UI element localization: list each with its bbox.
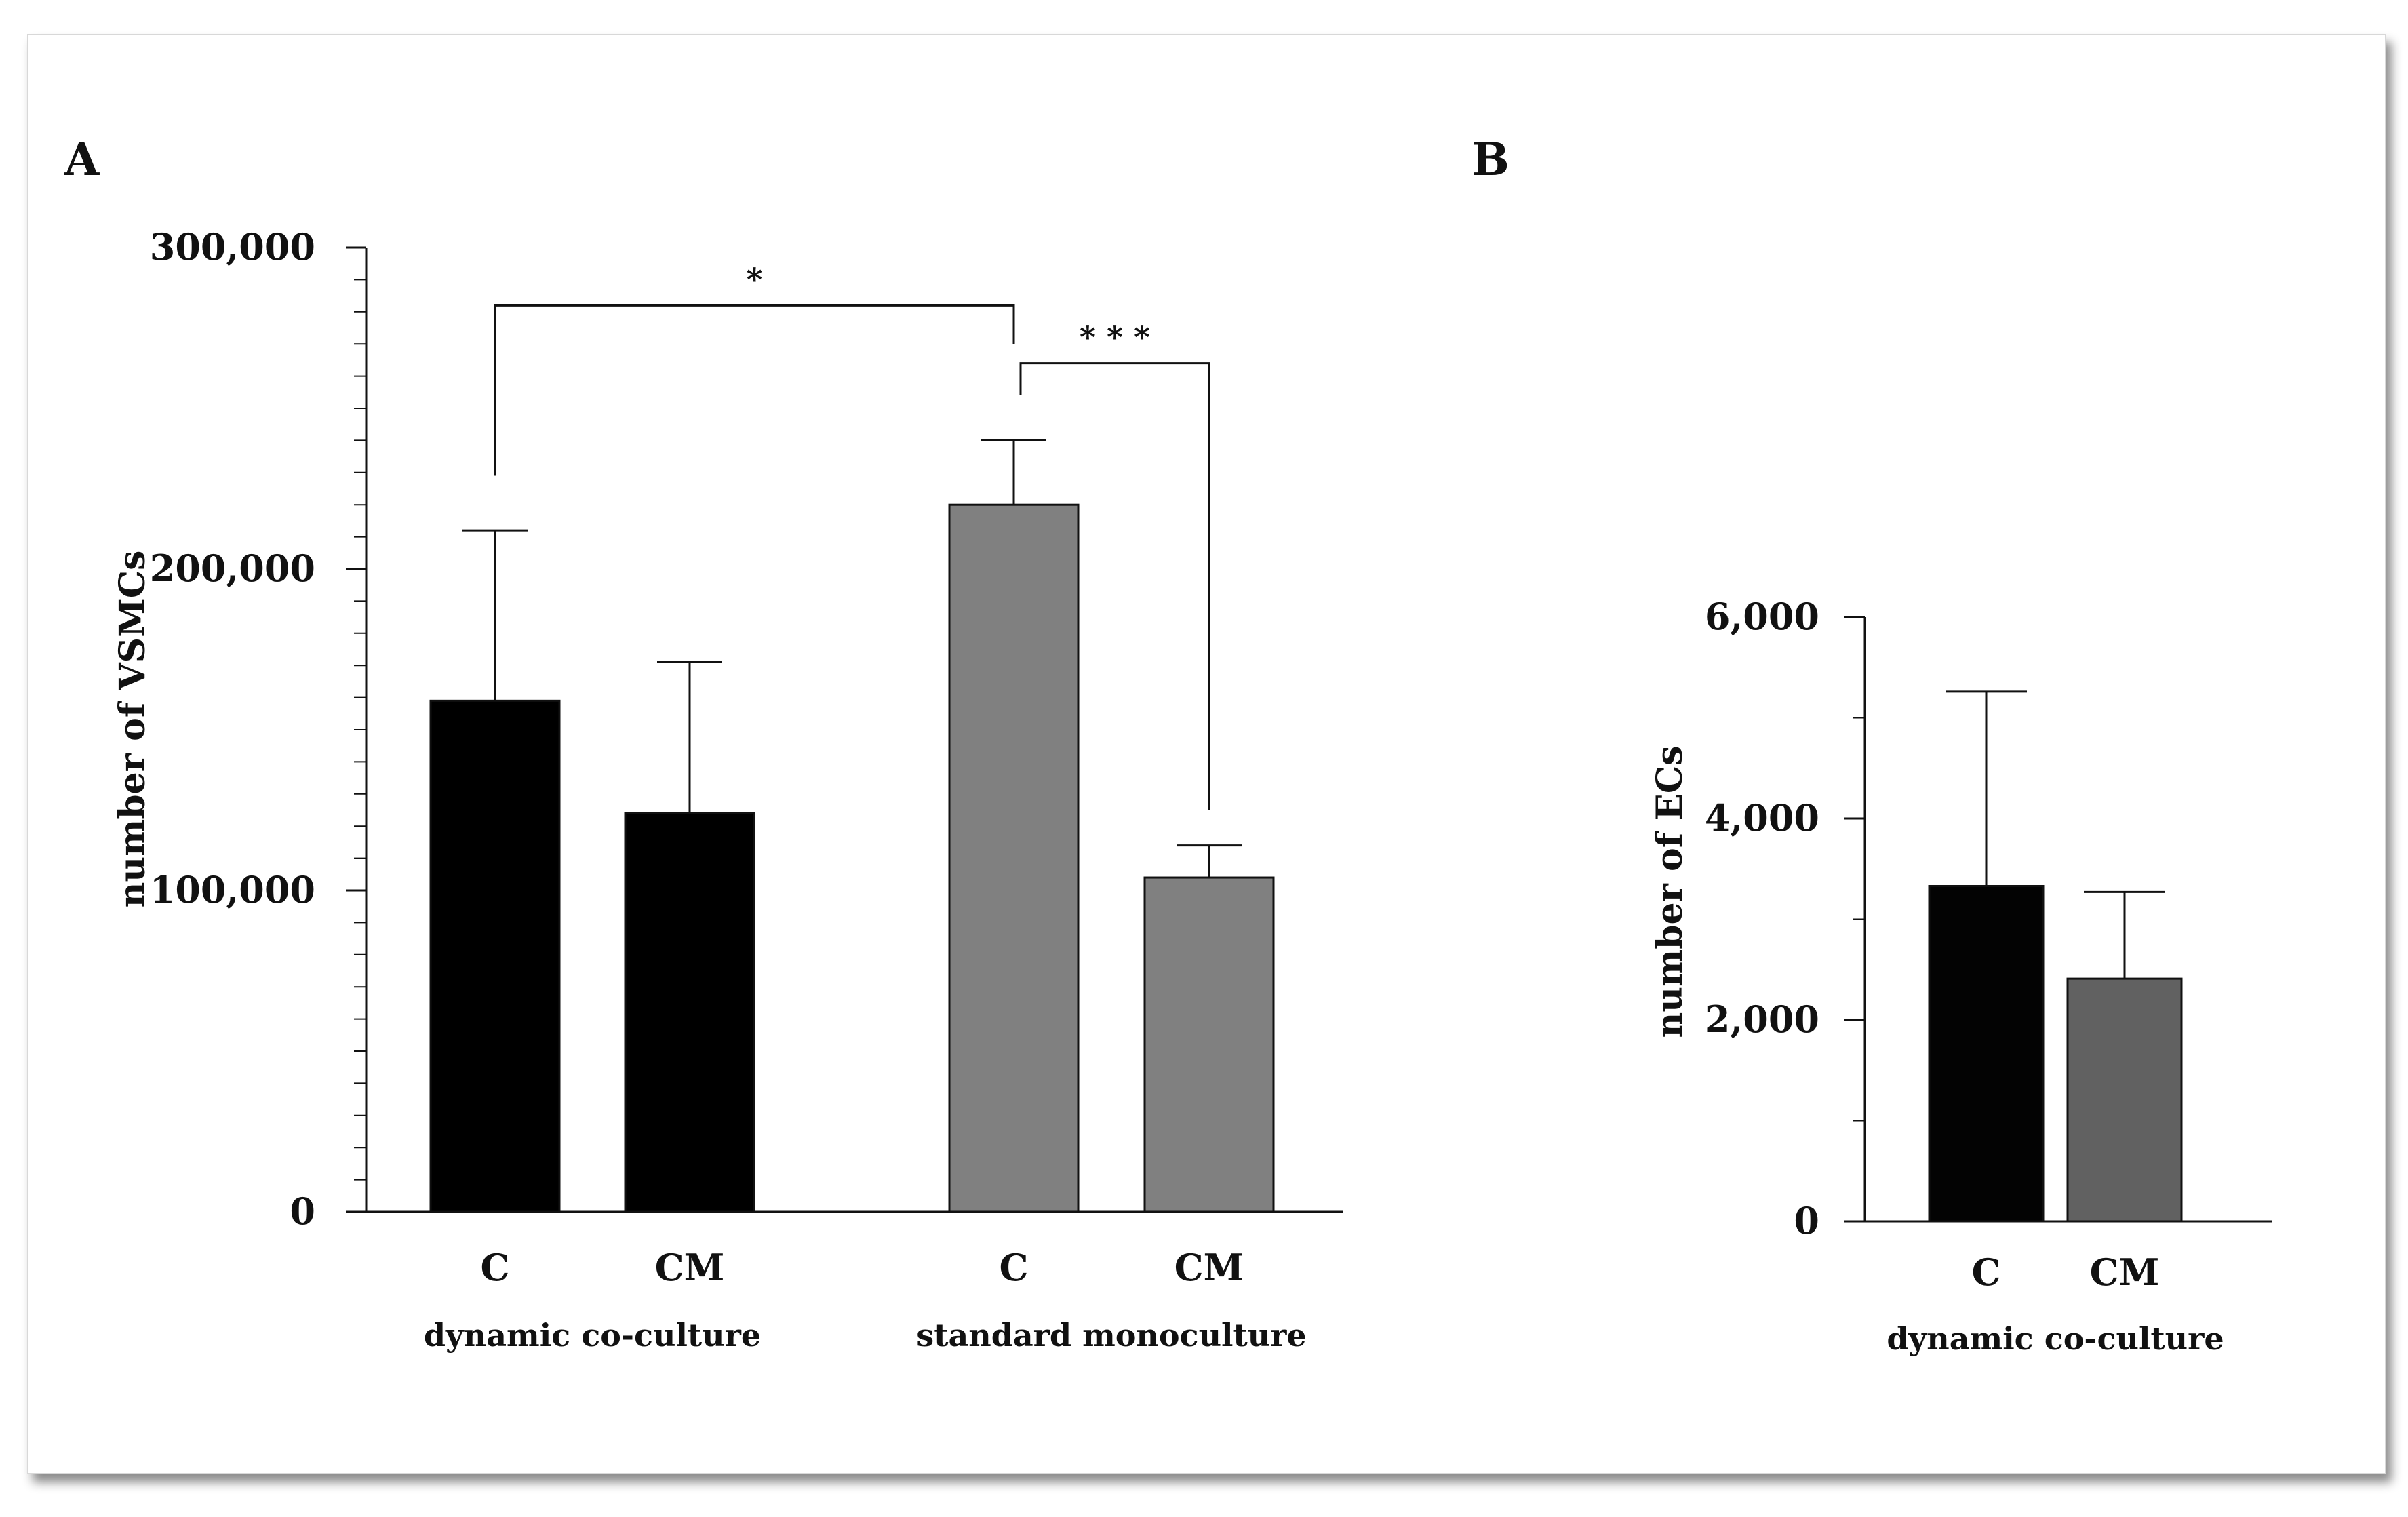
chart-a-bar [429, 699, 561, 1213]
chart-a-category-label: CM [655, 1246, 725, 1289]
chart-b-labels: C CM dynamic co-culture [1887, 1250, 2224, 1357]
chart-a-y-axis-label: number of VSMCs [112, 551, 153, 908]
chart-b-y-tick-label: 0 [1794, 1199, 1819, 1242]
chart-b-major-ticks: 0 2,000 4,000 6,000 [1705, 595, 1865, 1242]
chart-a-major-ticks: 0 100,000 200,000 300,000 [150, 225, 366, 1233]
chart-a-bar [948, 503, 1080, 1213]
chart-b-y-tick-label: 6,000 [1705, 595, 1819, 638]
chart-a-significance-bracket [494, 304, 1015, 476]
chart-b-bars [1928, 690, 2183, 1223]
chart-a-category-label: C [1000, 1246, 1029, 1289]
panel-label-a: A [64, 133, 100, 186]
chart-a-labels: C CM C CM dynamic co-culture standard monocul… [424, 1246, 1307, 1354]
chart-b-y-axis-label: number of ECs [1649, 745, 1691, 1038]
chart-a-significance-label: * [746, 261, 762, 298]
chart-a-significance-label: * * * [1080, 319, 1150, 356]
chart-a: 0 100,000 200,000 300,000 * * * * C CM C CM dyna… [112, 225, 1343, 1354]
chart-b-bar [2066, 977, 2183, 1223]
chart-a-bars [429, 439, 1275, 1213]
chart-a-bar [624, 812, 755, 1213]
chart-a-category-label: C [481, 1246, 510, 1289]
chart-a-y-tick-label: 200,000 [150, 547, 315, 590]
chart-a-minor-ticks [354, 247, 366, 1213]
chart-b: 0 2,000 4,000 6,000 C CM dynamic co-culture n… [1649, 595, 2272, 1357]
chart-a-y-tick-label: 0 [290, 1189, 315, 1233]
chart-a-category-label: CM [1175, 1246, 1244, 1289]
chart-b-y-tick-label: 2,000 [1705, 998, 1819, 1041]
chart-b-group-label: dynamic co-culture [1887, 1320, 2224, 1357]
chart-a-y-tick-label: 100,000 [150, 868, 315, 911]
chart-b-category-label: C [1972, 1250, 2001, 1294]
chart-a-significance: * * * * [494, 261, 1210, 810]
panel-label-b: B [1472, 133, 1509, 186]
chart-a-group-label: standard monoculture [916, 1317, 1306, 1354]
chart-b-y-tick-label: 4,000 [1705, 796, 1819, 840]
chart-b-minor-ticks [1853, 616, 1865, 1222]
chart-a-significance-bracket [1019, 362, 1210, 810]
chart-a-y-tick-label: 300,000 [150, 225, 315, 269]
chart-a-group-label: dynamic co-culture [424, 1317, 761, 1354]
figure-frame [27, 34, 2386, 1474]
chart-b-category-label: CM [2090, 1250, 2160, 1294]
chart-b-bar [1928, 884, 2045, 1223]
chart-a-bar [1143, 876, 1275, 1213]
